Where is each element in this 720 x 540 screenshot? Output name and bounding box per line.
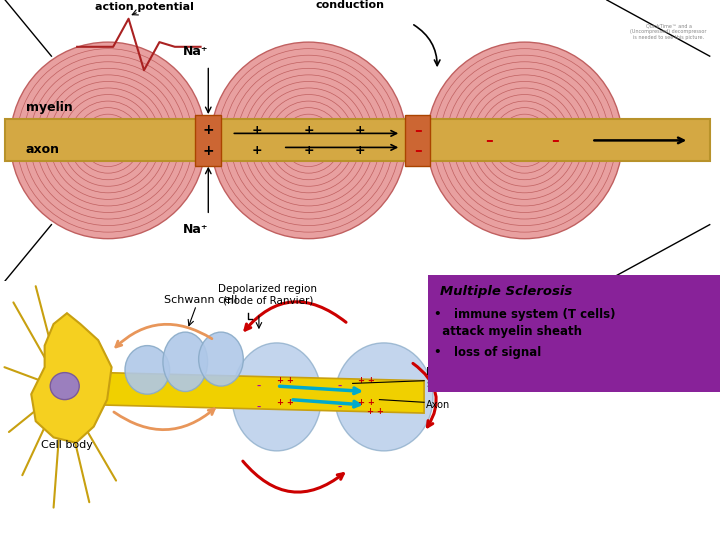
Text: –: –	[257, 403, 261, 412]
Ellipse shape	[125, 346, 170, 394]
Ellipse shape	[50, 373, 79, 400]
Text: + +: + +	[358, 376, 374, 385]
Ellipse shape	[199, 332, 243, 386]
Text: + +: + +	[358, 398, 374, 407]
Text: +: +	[355, 144, 365, 157]
Text: Myelin
sheath: Myelin sheath	[426, 367, 460, 389]
Text: axon: axon	[26, 143, 60, 156]
Text: Schwann cell: Schwann cell	[164, 295, 238, 305]
Text: –: –	[485, 133, 492, 148]
Ellipse shape	[163, 332, 207, 392]
Text: Axon: Axon	[426, 400, 451, 410]
Text: Na⁺: Na⁺	[183, 45, 208, 58]
Text: Cell body: Cell body	[41, 441, 93, 450]
Ellipse shape	[232, 343, 321, 451]
Text: –: –	[414, 143, 421, 158]
Text: +: +	[303, 124, 314, 137]
Text: •   immune system (T cells): • immune system (T cells)	[434, 308, 616, 321]
Text: QuickTime™ and a
(Uncompressed) decompressor
is needed to see this picture.: QuickTime™ and a (Uncompressed) decompre…	[630, 23, 707, 40]
Text: +: +	[202, 123, 214, 137]
Text: attack myelin sheath: attack myelin sheath	[434, 325, 582, 338]
Text: action potential: action potential	[94, 2, 194, 12]
Text: + +: + +	[277, 398, 294, 407]
Text: Multiple Sclerosis: Multiple Sclerosis	[440, 285, 572, 298]
Text: –: –	[337, 403, 341, 412]
Text: Depolarized region
(node of Ranvier): Depolarized region (node of Ranvier)	[218, 284, 318, 305]
Text: –: –	[414, 123, 421, 138]
Text: –: –	[257, 382, 261, 390]
Bar	[5, 119, 710, 161]
Polygon shape	[31, 313, 112, 443]
Text: •   loss of signal: • loss of signal	[434, 346, 541, 359]
Text: –: –	[337, 382, 341, 390]
Text: –: –	[552, 133, 559, 148]
Text: +: +	[355, 124, 365, 137]
Text: myelin: myelin	[26, 101, 73, 114]
Bar	[405, 114, 431, 166]
Text: Na⁺: Na⁺	[183, 223, 208, 236]
Bar	[195, 114, 221, 166]
Text: saltatory
conduction: saltatory conduction	[315, 0, 384, 10]
Ellipse shape	[211, 42, 406, 239]
Text: +: +	[303, 144, 314, 157]
Text: +: +	[202, 144, 214, 158]
Polygon shape	[103, 373, 424, 413]
Ellipse shape	[335, 343, 433, 451]
Text: + +: + +	[277, 376, 294, 385]
Text: +: +	[252, 144, 263, 157]
Ellipse shape	[427, 42, 622, 239]
Text: + +: + +	[366, 407, 384, 416]
Ellipse shape	[10, 42, 206, 239]
Text: +: +	[252, 124, 263, 137]
